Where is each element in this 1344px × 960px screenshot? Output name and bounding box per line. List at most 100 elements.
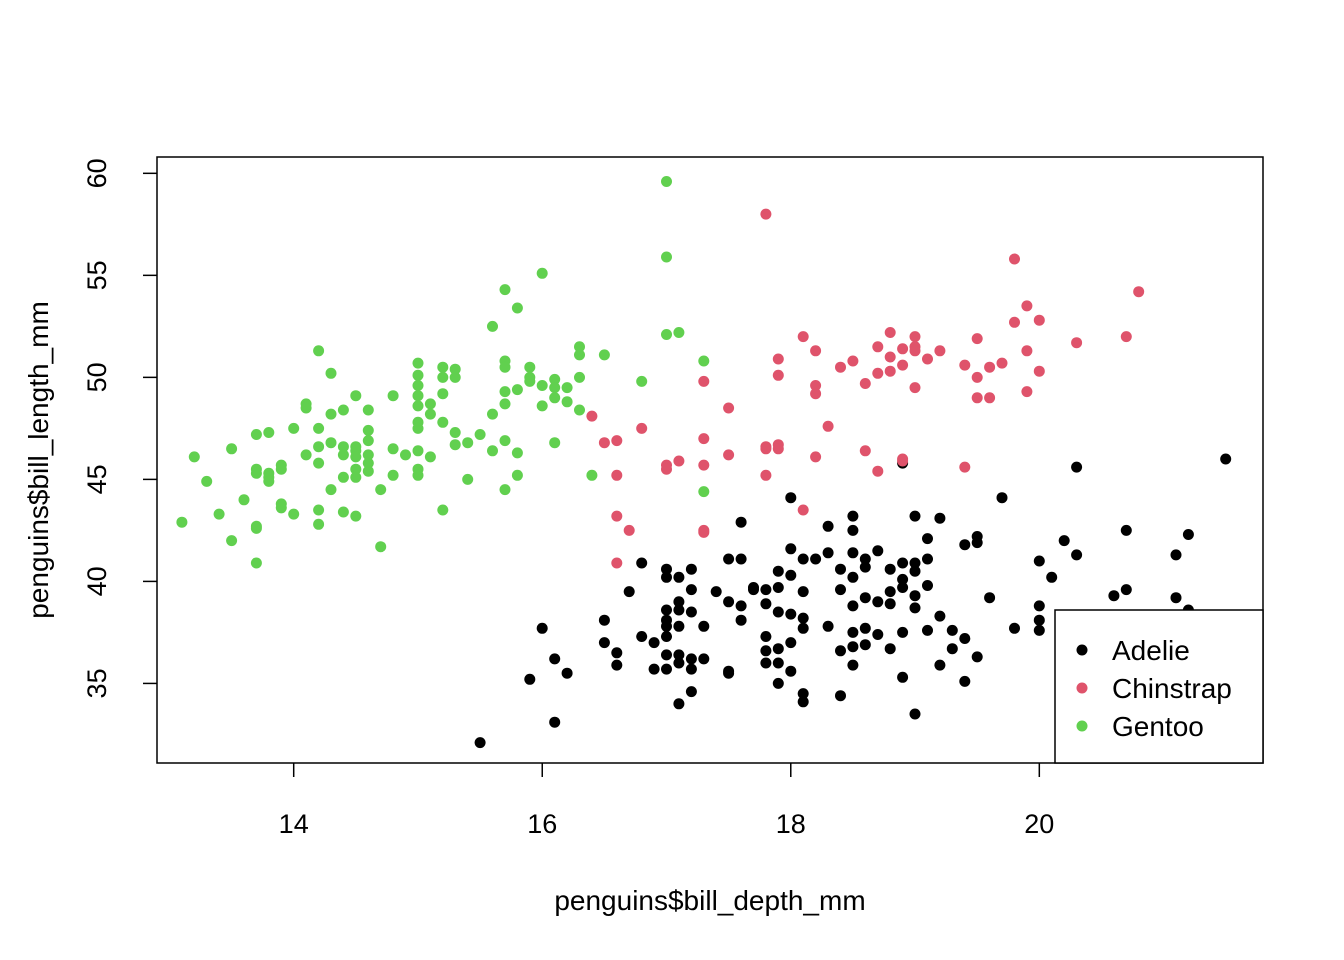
point-gentoo-82 [462, 437, 474, 449]
point-gentoo-83 [462, 473, 474, 485]
point-adelie-101 [897, 557, 909, 569]
point-gentoo-26 [313, 345, 325, 357]
point-adelie-54 [772, 565, 784, 577]
point-adelie-19 [661, 620, 672, 632]
point-adelie-89 [859, 561, 871, 573]
plot-frame [156, 156, 1264, 764]
point-gentoo-73 [437, 361, 449, 373]
point-chinstrap-11 [698, 375, 710, 387]
point-adelie-117 [934, 610, 946, 622]
point-adelie-78 [835, 645, 846, 657]
point-adelie-82 [847, 547, 859, 559]
point-adelie-33 [685, 653, 697, 665]
point-adelie-131 [1033, 600, 1045, 612]
point-adelie-9 [611, 659, 623, 671]
point-gentoo-107 [549, 392, 561, 404]
point-gentoo-109 [561, 382, 573, 394]
point-gentoo-108 [549, 437, 561, 449]
point-adelie-111 [909, 708, 921, 720]
point-chinstrap-53 [959, 359, 971, 371]
point-adelie-98 [884, 598, 896, 610]
point-adelie-2 [524, 673, 536, 685]
point-gentoo-77 [437, 504, 449, 516]
point-adelie-93 [872, 545, 884, 557]
point-chinstrap-3 [611, 469, 623, 481]
point-adelie-70 [797, 688, 809, 700]
point-chinstrap-29 [810, 380, 822, 391]
point-gentoo-67 [412, 445, 424, 457]
point-chinstrap-49 [909, 345, 921, 357]
point-adelie-73 [822, 520, 834, 532]
point-adelie-125 [971, 537, 983, 549]
point-chinstrap-9 [661, 463, 672, 475]
point-gentoo-69 [412, 469, 424, 481]
point-chinstrap-28 [810, 345, 822, 357]
point-chinstrap-55 [971, 333, 983, 345]
point-chinstrap-21 [760, 469, 772, 481]
point-gentoo-39 [337, 471, 349, 483]
y-axis-title: penguins$bill_length_mm [23, 301, 54, 619]
point-gentoo-51 [362, 449, 374, 461]
point-adelie-23 [673, 571, 685, 583]
point-adelie-58 [772, 657, 784, 669]
point-gentoo-116 [598, 349, 610, 361]
point-gentoo-99 [524, 361, 536, 373]
point-gentoo-55 [375, 541, 387, 553]
point-gentoo-63 [412, 390, 424, 402]
point-gentoo-11 [250, 522, 262, 534]
point-chinstrap-61 [1009, 253, 1020, 265]
point-gentoo-123 [698, 486, 710, 498]
point-gentoo-114 [574, 404, 585, 416]
point-gentoo-72 [424, 451, 436, 463]
point-gentoo-70 [424, 398, 436, 410]
point-gentoo-46 [350, 471, 362, 483]
point-chinstrap-4 [611, 510, 623, 522]
point-adelie-91 [859, 622, 871, 634]
point-gentoo-94 [499, 484, 511, 496]
point-chinstrap-69 [1120, 331, 1132, 343]
point-gentoo-122 [698, 355, 710, 367]
point-adelie-116 [934, 512, 946, 524]
point-adelie-138 [1108, 590, 1120, 602]
point-chinstrap-39 [872, 465, 884, 477]
point-gentoo-31 [313, 518, 325, 530]
point-chinstrap-57 [971, 392, 983, 404]
point-gentoo-87 [487, 445, 498, 457]
point-adelie-142 [1170, 592, 1182, 604]
point-adelie-102 [897, 573, 909, 585]
point-adelie-132 [1033, 614, 1045, 626]
point-gentoo-30 [313, 504, 325, 516]
point-chinstrap-5 [611, 557, 623, 569]
point-adelie-127 [984, 592, 996, 604]
point-gentoo-88 [499, 284, 511, 296]
point-chinstrap-35 [859, 378, 871, 389]
point-adelie-4 [561, 667, 573, 679]
point-chinstrap-51 [922, 353, 933, 365]
point-adelie-5 [536, 622, 548, 634]
point-adelie-123 [959, 675, 971, 687]
point-adelie-96 [884, 563, 896, 575]
point-gentoo-49 [362, 424, 374, 436]
legend-marker-adelie [1076, 644, 1088, 656]
point-adelie-85 [847, 626, 859, 638]
point-chinstrap-12 [698, 433, 710, 445]
point-gentoo-27 [313, 422, 325, 434]
point-gentoo-29 [313, 457, 325, 469]
point-gentoo-41 [350, 390, 362, 402]
point-gentoo-75 [437, 388, 449, 400]
point-gentoo-85 [487, 320, 498, 332]
point-chinstrap-31 [810, 451, 822, 463]
point-chinstrap-26 [797, 331, 809, 343]
point-chinstrap-6 [623, 524, 635, 536]
point-gentoo-28 [313, 441, 325, 453]
point-adelie-114 [922, 580, 933, 591]
point-adelie-83 [847, 571, 859, 583]
point-adelie-32 [685, 606, 697, 618]
point-adelie-115 [922, 624, 933, 636]
point-gentoo-57 [387, 443, 399, 455]
point-adelie-94 [872, 596, 884, 608]
point-gentoo-33 [325, 408, 337, 420]
point-gentoo-86 [487, 408, 498, 420]
point-adelie-43 [735, 516, 747, 528]
